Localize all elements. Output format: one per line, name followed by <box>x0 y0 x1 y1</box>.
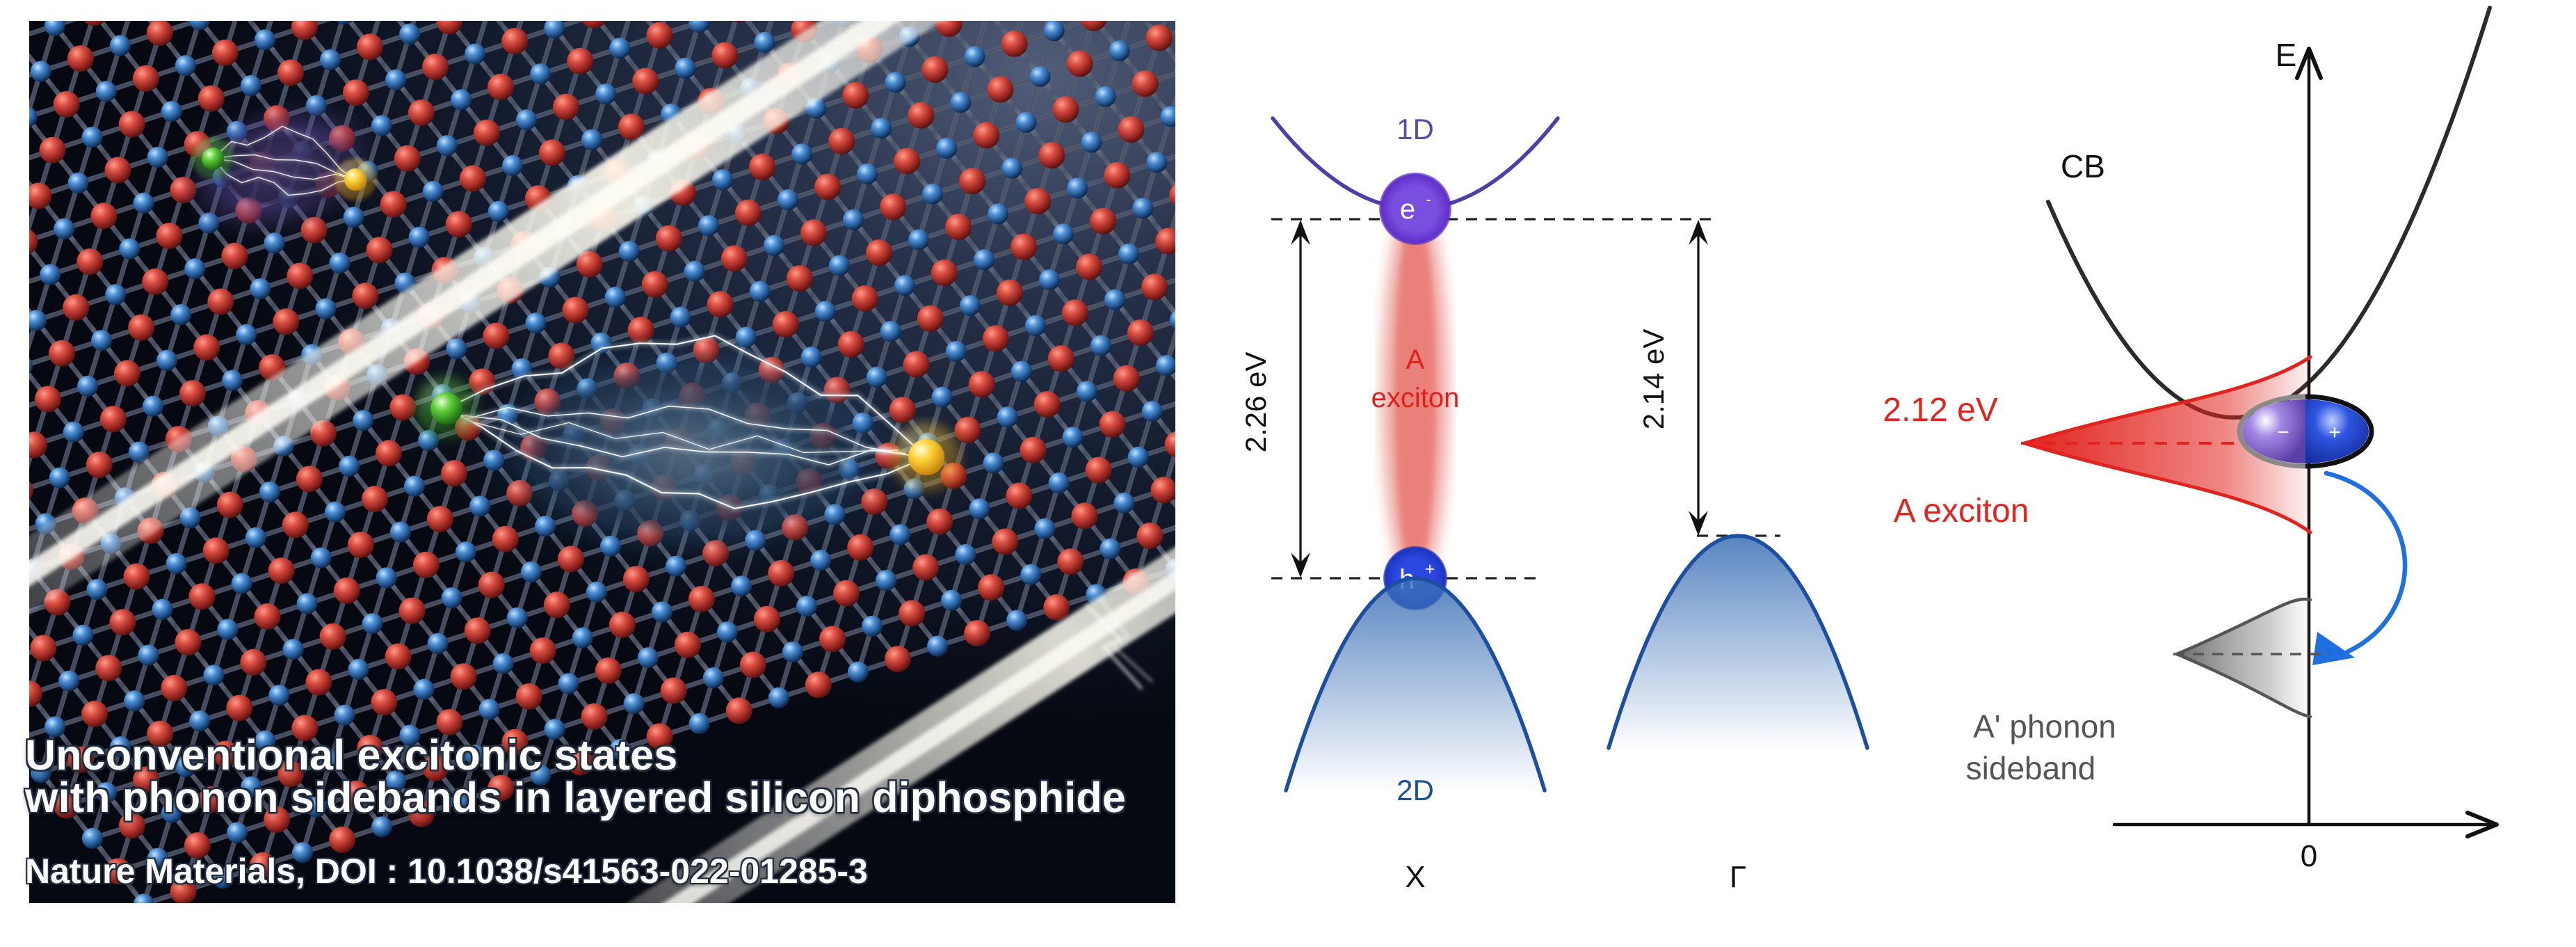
svg-text:sideband: sideband <box>1966 750 2096 786</box>
svg-text:0: 0 <box>2301 839 2317 873</box>
svg-text:E: E <box>2276 37 2297 73</box>
svg-text:A exciton: A exciton <box>1894 493 2029 530</box>
svg-text:2.12 eV: 2.12 eV <box>1883 392 1997 429</box>
svg-text:A' phonon: A' phonon <box>1973 708 2116 745</box>
svg-text:−: − <box>2277 421 2289 444</box>
svg-text:CB: CB <box>2061 148 2105 184</box>
svg-text:+: + <box>2328 421 2341 444</box>
